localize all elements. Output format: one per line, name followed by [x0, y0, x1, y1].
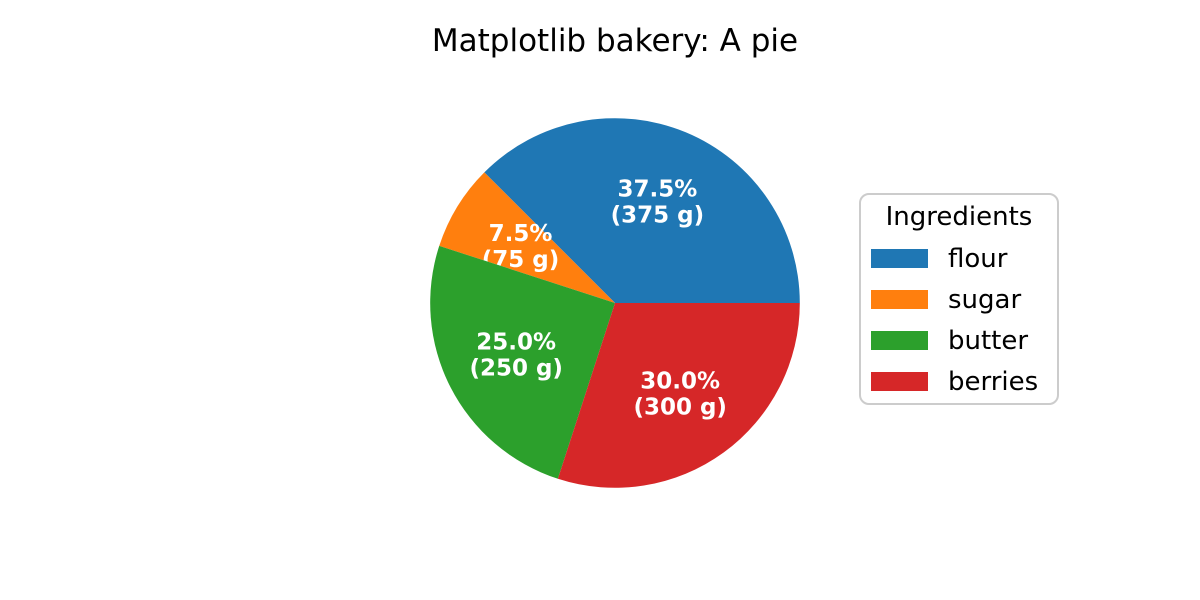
legend-item-butter: butter — [871, 320, 1057, 361]
pie-slice-flour — [484, 118, 800, 303]
legend-item-sugar: sugar — [871, 279, 1057, 320]
legend-swatch-flour — [871, 249, 928, 268]
legend-item-label: sugar — [948, 284, 1022, 315]
legend-item-label: butter — [948, 325, 1029, 356]
legend-swatch-sugar — [871, 290, 928, 309]
pie-slice-sugar — [439, 172, 615, 303]
legend-title: Ingredients — [885, 202, 1033, 232]
legend-item-flour: flour — [871, 238, 1057, 279]
pie-slice-label-flour: 37.5% (375 g) — [611, 177, 705, 229]
legend-swatch-butter — [871, 331, 928, 350]
legend-item-label: flour — [948, 243, 1008, 274]
legend-swatch-berries — [871, 372, 928, 391]
pie-slice-label-butter: 25.0% (250 g) — [469, 329, 563, 381]
legend-box: Ingredients flour sugar butter berries — [859, 193, 1059, 405]
pie-slice-butter — [430, 245, 615, 479]
legend-item-label: berries — [948, 366, 1039, 397]
pie-slice-label-sugar: 7.5% (75 g) — [482, 221, 560, 273]
pie-slice-label-berries: 30.0% (300 g) — [633, 369, 727, 421]
legend-items: flour sugar butter berries — [861, 238, 1057, 402]
pie-slice-berries — [557, 303, 800, 488]
legend-item-berries: berries — [871, 361, 1057, 402]
chart-title: Matplotlib bakery: A pie — [431, 23, 799, 59]
